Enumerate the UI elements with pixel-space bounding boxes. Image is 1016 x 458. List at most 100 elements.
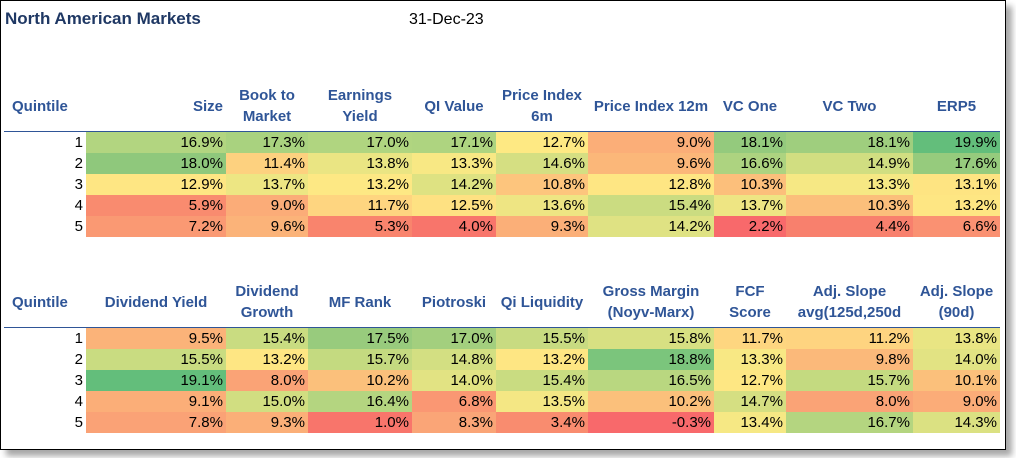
table-cell[interactable]: 10.1% [913, 370, 1000, 391]
table-cell[interactable]: 13.3% [714, 349, 786, 370]
table-cell[interactable]: 17.3% [226, 131, 308, 153]
table-cell[interactable]: 6.8% [412, 391, 496, 412]
table-cell[interactable]: 13.2% [226, 349, 308, 370]
table-cell[interactable]: 10.8% [496, 174, 588, 195]
table-cell[interactable]: 13.7% [714, 195, 786, 216]
table-cell[interactable]: 14.9% [786, 153, 913, 174]
table-cell[interactable]: 16.9% [86, 131, 226, 153]
quintile-label: 1 [4, 327, 86, 349]
table-cell[interactable]: 11.7% [308, 195, 412, 216]
table-cell[interactable]: 16.4% [308, 391, 412, 412]
table-cell[interactable]: 9.5% [86, 327, 226, 349]
table-cell[interactable]: 14.2% [588, 216, 714, 237]
table-cell[interactable]: 18.1% [714, 131, 786, 153]
table-cell[interactable]: 12.7% [714, 370, 786, 391]
table-cell[interactable]: 4.4% [786, 216, 913, 237]
table-cell[interactable]: 12.9% [86, 174, 226, 195]
table-cell[interactable]: 15.4% [588, 195, 714, 216]
table-cell[interactable]: 10.2% [588, 391, 714, 412]
table-cell[interactable]: 9.8% [786, 349, 913, 370]
table-cell[interactable]: 15.0% [226, 391, 308, 412]
table-cell[interactable]: 16.6% [714, 153, 786, 174]
table-cell[interactable]: 4.0% [412, 216, 496, 237]
table-row: 5 7.2% 9.6% 5.3% 4.0% 9.3% 14.2% 2.2% 4.4% 6.6% [4, 216, 1000, 237]
table-cell[interactable]: 15.7% [786, 370, 913, 391]
table-cell[interactable]: 9.1% [86, 391, 226, 412]
table-cell[interactable]: 9.0% [913, 391, 1000, 412]
table-cell[interactable]: 17.6% [913, 153, 1000, 174]
table-cell[interactable]: 8.0% [786, 391, 913, 412]
table-cell[interactable]: 15.7% [308, 349, 412, 370]
table-cell[interactable]: 7.8% [86, 412, 226, 433]
factor-table-2: Quintile Dividend Yield Dividend Growth MF … [4, 277, 1000, 433]
table-cell[interactable]: 13.8% [913, 327, 1000, 349]
quintile-label: 5 [4, 216, 86, 237]
table-cell[interactable]: 16.7% [786, 412, 913, 433]
table-cell[interactable]: 14.0% [913, 349, 1000, 370]
table-header-row: Quintile Size Book to Market Earnings Yield… [4, 81, 1000, 132]
table-cell[interactable]: 15.5% [496, 327, 588, 349]
table-cell[interactable]: 2.2% [714, 216, 786, 237]
table-cell[interactable]: 9.3% [226, 412, 308, 433]
table-cell[interactable]: 18.8% [588, 349, 714, 370]
table-cell[interactable]: 13.3% [786, 174, 913, 195]
table-cell[interactable]: 9.6% [226, 216, 308, 237]
table-cell[interactable]: 10.3% [786, 195, 913, 216]
table-cell[interactable]: 9.6% [588, 153, 714, 174]
table-cell[interactable]: 17.5% [308, 327, 412, 349]
table-cell[interactable]: 13.2% [913, 195, 1000, 216]
table-cell[interactable]: 14.3% [913, 412, 1000, 433]
table-cell[interactable]: 5.3% [308, 216, 412, 237]
table-cell[interactable]: 12.7% [496, 131, 588, 153]
table-cell[interactable]: 9.0% [588, 131, 714, 153]
table-cell[interactable]: 8.0% [226, 370, 308, 391]
table-cell[interactable]: 1.0% [308, 412, 412, 433]
table-cell[interactable]: 9.0% [226, 195, 308, 216]
table-cell[interactable]: 16.5% [588, 370, 714, 391]
table-cell[interactable]: 3.4% [496, 412, 588, 433]
table-cell[interactable]: 14.2% [412, 174, 496, 195]
table-cell[interactable]: 13.3% [412, 153, 496, 174]
table-cell[interactable]: 11.7% [714, 327, 786, 349]
table-cell[interactable]: 18.1% [786, 131, 913, 153]
table-cell[interactable]: 14.8% [412, 349, 496, 370]
table-cell[interactable]: 13.8% [308, 153, 412, 174]
table-cell[interactable]: 13.4% [714, 412, 786, 433]
column-header: QI Value [412, 81, 496, 132]
table-cell[interactable]: 8.3% [412, 412, 496, 433]
table-cell[interactable]: 10.3% [714, 174, 786, 195]
table-cell[interactable]: 6.6% [913, 216, 1000, 237]
table-cell[interactable]: 15.4% [496, 370, 588, 391]
table-cell[interactable]: 9.3% [496, 216, 588, 237]
column-header: FCF Score [714, 277, 786, 328]
table-cell[interactable]: 15.8% [588, 327, 714, 349]
table-cell[interactable]: 13.7% [226, 174, 308, 195]
table-cell[interactable]: 13.6% [496, 195, 588, 216]
table-cell[interactable]: 13.1% [913, 174, 1000, 195]
table-cell[interactable]: 15.4% [226, 327, 308, 349]
table-cell[interactable]: 13.2% [496, 349, 588, 370]
table-cell[interactable]: 10.2% [308, 370, 412, 391]
table-cell[interactable]: 14.0% [412, 370, 496, 391]
table-row: 4 9.1% 15.0% 16.4% 6.8% 13.5% 10.2% 14.7% 8.0% 9.… [4, 391, 1000, 412]
table-cell[interactable]: 13.5% [496, 391, 588, 412]
column-header: Qi Liquidity [496, 277, 588, 328]
table-cell[interactable]: 5.9% [86, 195, 226, 216]
table-cell[interactable]: 7.2% [86, 216, 226, 237]
table-cell[interactable]: 13.2% [308, 174, 412, 195]
table-cell[interactable]: 17.0% [308, 131, 412, 153]
table-cell[interactable]: 12.8% [588, 174, 714, 195]
table-cell[interactable]: 11.2% [786, 327, 913, 349]
table-cell[interactable]: 19.1% [86, 370, 226, 391]
quintile-label: 4 [4, 195, 86, 216]
table-cell[interactable]: 17.0% [412, 327, 496, 349]
table-cell[interactable]: 11.4% [226, 153, 308, 174]
table-cell[interactable]: 15.5% [86, 349, 226, 370]
table-cell[interactable]: 12.5% [412, 195, 496, 216]
table-cell[interactable]: 17.1% [412, 131, 496, 153]
table-cell[interactable]: 14.7% [714, 391, 786, 412]
table-cell[interactable]: 14.6% [496, 153, 588, 174]
table-cell[interactable]: -0.3% [588, 412, 714, 433]
table-cell[interactable]: 18.0% [86, 153, 226, 174]
table-cell[interactable]: 19.9% [913, 131, 1000, 153]
